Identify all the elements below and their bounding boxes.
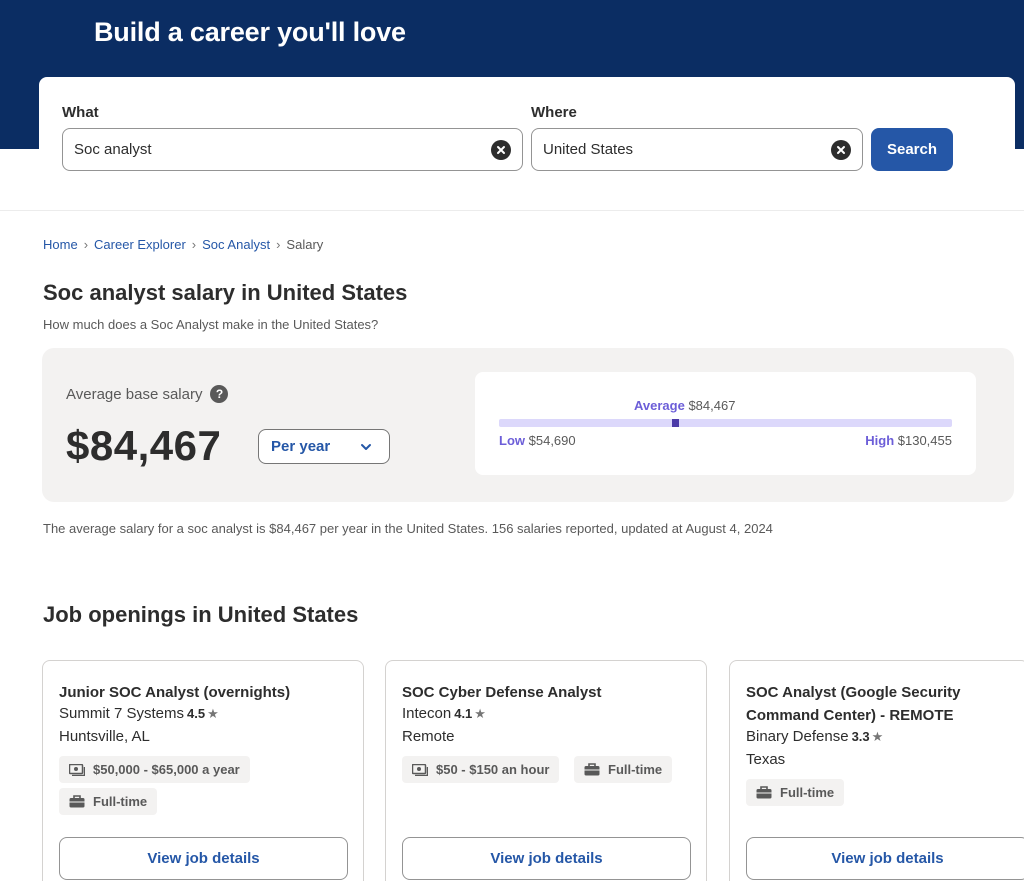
money-icon xyxy=(412,763,428,776)
average-salary-label-row: Average base salary ? xyxy=(66,385,229,403)
star-icon: ★ xyxy=(207,706,219,721)
job-title[interactable]: Junior SOC Analyst (overnights) xyxy=(59,684,291,701)
jobs-heading: Job openings in United States xyxy=(43,602,359,627)
range-low-key: Low xyxy=(499,433,525,448)
average-marker xyxy=(672,419,680,427)
job-type-value: Full-time xyxy=(608,762,663,777)
breadcrumb: Home › Career Explorer › Soc Analyst › S… xyxy=(43,237,323,252)
money-icon xyxy=(69,763,85,776)
breadcrumb-separator: › xyxy=(191,237,197,252)
pay-period-value: Per year xyxy=(271,438,331,455)
salary-panel: Average base salary ? $84,467 Per year A… xyxy=(42,348,1014,502)
company-name: Intecon xyxy=(402,705,452,722)
page-subtitle: How much does a Soc Analyst make in the … xyxy=(43,317,379,332)
breadcrumb-separator: › xyxy=(276,237,281,252)
range-low-value: $54,690 xyxy=(528,433,576,448)
view-job-details-button[interactable]: View job details xyxy=(746,837,1024,880)
job-title[interactable]: SOC Analyst (Google Security Command Cen… xyxy=(746,684,961,724)
star-icon: ★ xyxy=(474,706,486,721)
pay-value: $50,000 - $65,000 a year xyxy=(93,762,240,777)
what-label: What xyxy=(62,104,99,121)
breadcrumb-current: Salary xyxy=(286,237,324,252)
where-label: Where xyxy=(531,104,577,121)
breadcrumb-separator: › xyxy=(83,237,89,252)
where-input[interactable]: United States xyxy=(531,128,863,171)
pay-period-select[interactable]: Per year xyxy=(258,429,390,464)
search-button[interactable]: Search xyxy=(871,128,953,171)
hero-title: Build a career you'll love xyxy=(94,17,406,47)
briefcase-icon xyxy=(584,763,600,776)
job-type-tag: Full-time xyxy=(59,788,158,815)
pay-tag: $50 - $150 an hour xyxy=(402,756,560,783)
salary-range-bar xyxy=(499,419,952,427)
job-type-value: Full-time xyxy=(93,794,148,809)
company-rating: 4.5 xyxy=(187,706,206,721)
job-type-value: Full-time xyxy=(780,785,835,800)
range-average-label: Average $84,467 xyxy=(634,398,735,413)
clear-what-icon[interactable] xyxy=(491,140,511,160)
job-location: Texas xyxy=(746,751,786,768)
clear-where-icon[interactable] xyxy=(831,140,851,160)
view-job-details-button[interactable]: View job details xyxy=(59,837,348,880)
range-low-label: Low $54,690 xyxy=(499,433,576,448)
breadcrumb-home[interactable]: Home xyxy=(43,237,78,252)
search-card: What Soc analyst Where United States Sea… xyxy=(39,77,1015,210)
range-high-label: High $130,455 xyxy=(865,433,952,448)
job-company-row: Binary Defense 3.3 ★ xyxy=(746,728,883,745)
range-average-key: Average xyxy=(634,398,685,413)
job-type-tag: Full-time xyxy=(746,779,845,806)
section-divider xyxy=(0,210,1024,211)
breadcrumb-career-explorer[interactable]: Career Explorer xyxy=(94,237,186,252)
pay-value: $50 - $150 an hour xyxy=(436,762,550,777)
page-title: Soc analyst salary in United States xyxy=(43,280,408,305)
company-rating: 4.1 xyxy=(454,706,473,721)
salary-range-card: Average $84,467 Low $54,690 High $130,45… xyxy=(475,372,976,475)
job-location: Huntsville, AL xyxy=(59,728,150,745)
briefcase-icon xyxy=(756,786,772,799)
help-icon[interactable]: ? xyxy=(210,385,229,403)
job-card: SOC Cyber Defense Analyst Intecon 4.1 ★ Re… xyxy=(385,660,707,881)
job-location: Remote xyxy=(402,728,455,745)
company-name: Summit 7 Systems xyxy=(59,705,185,722)
company-name: Binary Defense xyxy=(746,728,849,745)
what-input-value: Soc analyst xyxy=(74,141,152,158)
chevron-down-icon xyxy=(361,444,371,450)
view-job-details-button[interactable]: View job details xyxy=(402,837,691,880)
range-high-value: $130,455 xyxy=(897,433,952,448)
job-company-row: Intecon 4.1 ★ xyxy=(402,705,486,722)
company-rating: 3.3 xyxy=(851,729,870,744)
average-salary-amount: $84,467 xyxy=(66,422,222,469)
job-title[interactable]: SOC Cyber Defense Analyst xyxy=(402,684,602,701)
range-high-key: High xyxy=(865,433,895,448)
briefcase-icon xyxy=(69,795,85,808)
salary-summary: The average salary for a soc analyst is … xyxy=(43,521,773,536)
where-input-value: United States xyxy=(543,141,634,158)
pay-tag: $50,000 - $65,000 a year xyxy=(59,756,250,783)
range-average-value: $84,467 xyxy=(688,398,736,413)
average-salary-label: Average base salary xyxy=(66,385,203,403)
job-card: SOC Analyst (Google Security Command Cen… xyxy=(729,660,1024,881)
what-input[interactable]: Soc analyst xyxy=(62,128,523,171)
job-type-tag: Full-time xyxy=(574,756,673,783)
job-card: Junior SOC Analyst (overnights) Summit 7… xyxy=(42,660,364,881)
star-icon: ★ xyxy=(871,729,884,744)
job-company-row: Summit 7 Systems 4.5 ★ xyxy=(59,705,219,722)
breadcrumb-soc-analyst[interactable]: Soc Analyst xyxy=(202,237,271,252)
